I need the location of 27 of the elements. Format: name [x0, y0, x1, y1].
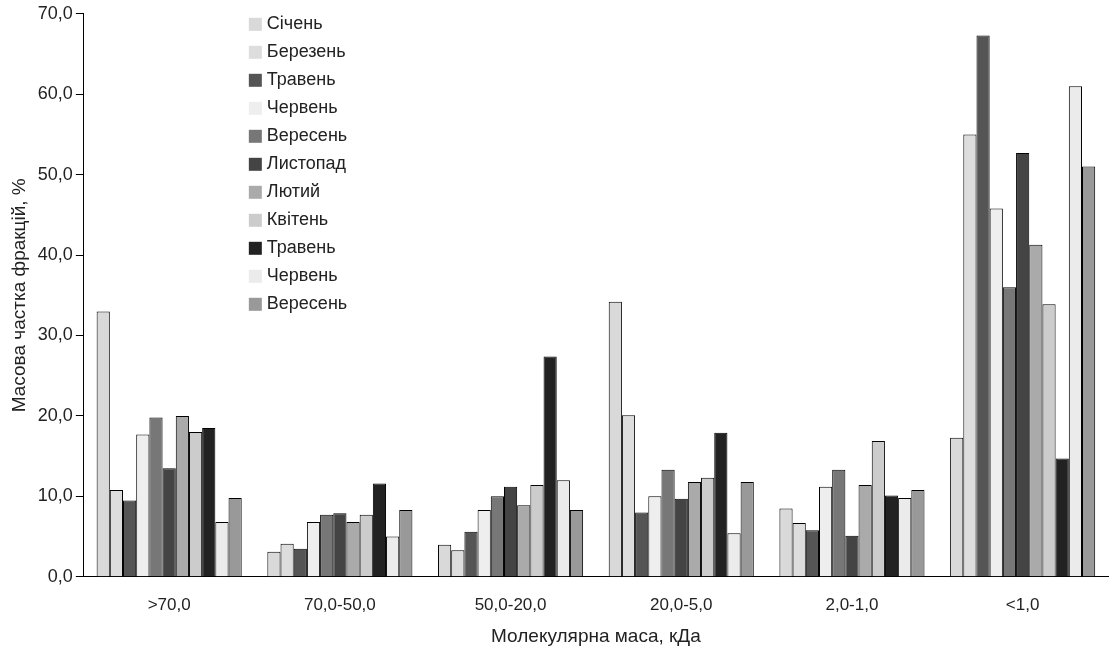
y-tick-label: 40,0: [37, 244, 73, 265]
legend-label: Травень: [266, 236, 336, 257]
legend-label: Березень: [266, 40, 346, 61]
y-axis-title: Масова частка фракцій, %: [7, 178, 29, 413]
x-tick-label: 2,0-1,0: [825, 594, 879, 614]
x-tick-label: 20,0-5,0: [650, 594, 713, 614]
x-tick-label: <1,0: [1005, 594, 1040, 614]
legend-label: Лютий: [266, 180, 321, 201]
y-tick-label: 30,0: [37, 324, 73, 345]
legend-label: Вересень: [266, 124, 348, 145]
legend-label: Червень: [266, 96, 338, 117]
legend-label: Квітень: [266, 208, 329, 229]
y-tick-label: 0,0: [47, 565, 73, 586]
y-tick-label: 20,0: [37, 404, 73, 425]
x-tick-label: 70,0-50,0: [303, 594, 376, 614]
legend-label: Вересень: [266, 292, 348, 313]
y-tick-label: 60,0: [37, 83, 73, 104]
y-tick-label: 10,0: [37, 485, 73, 506]
legend-label: Червень: [266, 264, 338, 285]
legend-label: Січень: [266, 12, 323, 33]
legend-label: Листопад: [266, 152, 347, 173]
legend-label: Травень: [266, 68, 336, 89]
x-tick-label: >70,0: [147, 594, 191, 614]
x-axis-title: Молекулярна маса, кДа: [491, 624, 702, 646]
y-tick-label: 70,0: [37, 2, 73, 23]
y-tick-label: 50,0: [37, 163, 73, 184]
x-tick-label: 50,0-20,0: [474, 594, 547, 614]
